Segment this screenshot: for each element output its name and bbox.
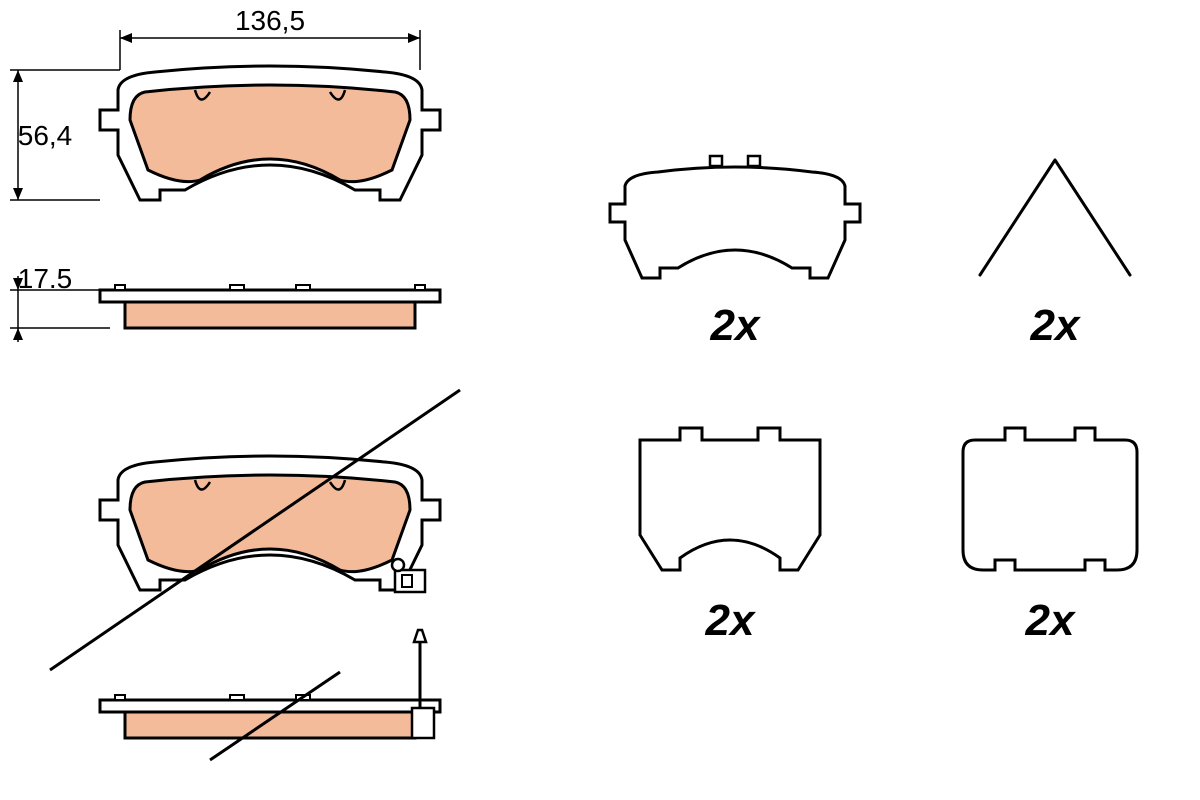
dim-width: 136,5 bbox=[120, 5, 420, 70]
dim-thickness-label: 17.5 bbox=[18, 263, 73, 294]
pad-edge-view: 17.5 bbox=[10, 263, 440, 342]
brake-pad-diagram: 136,5 56,4 17.5 bbox=[0, 0, 1200, 800]
kit-shim-inner-qty: 2x bbox=[705, 596, 756, 645]
pad-friction-material bbox=[130, 85, 410, 182]
kit-spring-qty: 2x bbox=[1030, 301, 1081, 350]
pad-front-view-2 bbox=[50, 390, 460, 670]
kit-shim-outer-qty: 2x bbox=[1025, 596, 1076, 645]
kit-spring-clip: 2x bbox=[980, 160, 1130, 350]
dim-width-label: 136,5 bbox=[235, 5, 305, 36]
kit-shim-inner: 2x bbox=[640, 428, 820, 645]
pad-edge-view-2 bbox=[100, 630, 440, 760]
kit-pad-qty: 2x bbox=[710, 301, 761, 350]
pad-friction-material-2 bbox=[130, 475, 410, 572]
edge-sensor bbox=[412, 630, 434, 738]
kit-shim-outer: 2x bbox=[963, 428, 1137, 645]
kit-pad-outline: 2x bbox=[610, 156, 860, 350]
dim-thickness: 17.5 bbox=[10, 263, 110, 342]
dim-height-label: 56,4 bbox=[18, 120, 73, 151]
pad-front-view: 136,5 56,4 bbox=[10, 5, 440, 200]
dim-height: 56,4 bbox=[10, 70, 120, 200]
